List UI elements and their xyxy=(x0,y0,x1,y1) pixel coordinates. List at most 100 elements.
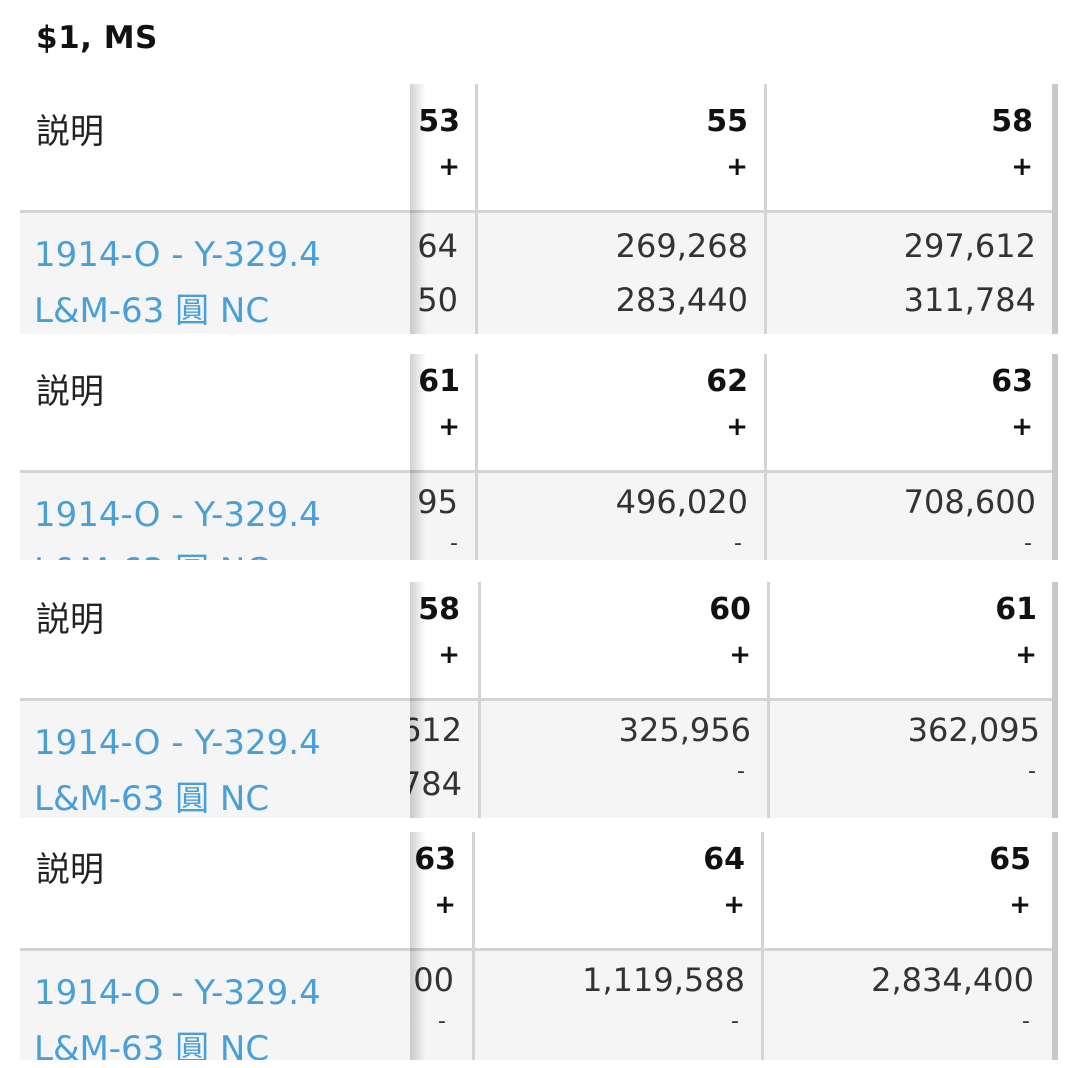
price-table-panel: 説明 63 + 64 + 65 + 1914-O - Y-329.4 L&M-6… xyxy=(20,832,1058,1060)
table-header-row: 説明 63 + 64 + 65 + xyxy=(20,832,1058,951)
table-row: 1914-O - Y-329.4 L&M-63 圓 NC 95 - 496,02… xyxy=(20,473,1058,560)
grade-plus-label: + xyxy=(726,412,748,442)
value-cell: 64 xyxy=(417,227,458,265)
grade-plus-label: + xyxy=(729,640,751,670)
grade-label: 60 xyxy=(709,592,751,627)
column-divider xyxy=(764,354,767,560)
empty-value-dash: - xyxy=(1024,531,1032,556)
grade-plus-label: + xyxy=(1011,152,1033,182)
partial-grade-column-header[interactable]: 53 + xyxy=(410,84,462,210)
empty-value-dash: - xyxy=(734,531,742,556)
grade-label: 58 xyxy=(991,104,1033,139)
value-cell: 612 xyxy=(410,711,462,749)
scroll-shadow xyxy=(410,582,426,818)
description-header: 説明 xyxy=(36,850,104,890)
description-header: 説明 xyxy=(36,372,104,412)
grade-column-header[interactable]: 65 + xyxy=(764,832,1055,948)
grade-label: 55 xyxy=(706,104,748,139)
value-cell: 269,268 xyxy=(615,227,748,265)
value-cell: 00 xyxy=(413,961,454,999)
table-header-row: 説明 53 + 55 + 58 + xyxy=(20,84,1058,213)
description-header: 説明 xyxy=(36,600,104,640)
horizontal-scroll-edge[interactable] xyxy=(1052,582,1058,818)
grade-label: 61 xyxy=(995,592,1037,627)
price-table-panel: 説明 58 + 60 + 61 + 1914-O - Y-329.4 L&M-6… xyxy=(20,582,1058,818)
description-header: 説明 xyxy=(36,112,104,152)
grade-label: 63 xyxy=(991,364,1033,399)
value-cell: 362,095 xyxy=(907,711,1040,749)
coin-link-line2[interactable]: L&M-63 圓 NC xyxy=(34,543,269,560)
partial-value-cell: 00 - xyxy=(410,951,456,1060)
grade-column-header[interactable]: 63 + xyxy=(767,354,1055,470)
value-cell: 2,834,400 xyxy=(871,961,1034,999)
grade-plus-label: + xyxy=(723,890,745,920)
partial-value-cell: 95 - xyxy=(410,473,460,560)
column-divider xyxy=(761,832,764,1060)
coin-link-line1[interactable]: 1914-O - Y-329.4 xyxy=(34,973,321,1013)
grade-plus-label: + xyxy=(726,152,748,182)
value-cell: 95 xyxy=(417,483,458,521)
column-divider xyxy=(472,832,475,1060)
price-table-panel: 説明 53 + 55 + 58 + 1914-O - Y-329.4 L&M-6… xyxy=(20,84,1058,334)
table-row: 1914-O - Y-329.4 L&M-63 圓 NC 00 - 1,119,… xyxy=(20,951,1058,1060)
page-title: $1, MS xyxy=(36,20,158,56)
column-divider xyxy=(764,84,767,334)
grade-label: 61 xyxy=(418,364,460,399)
value-cell: 708,600 xyxy=(903,483,1036,521)
empty-value-dash: - xyxy=(438,1009,446,1034)
grade-column-header[interactable]: 62 + xyxy=(478,354,764,470)
column-divider xyxy=(475,354,478,560)
value-cell: 784 xyxy=(410,765,462,803)
grade-plus-label: + xyxy=(1015,640,1037,670)
grade-column-header[interactable]: 61 + xyxy=(770,582,1055,698)
coin-link-line2[interactable]: L&M-63 圓 NC xyxy=(34,1029,270,1060)
grade-plus-label: + xyxy=(1011,412,1033,442)
horizontal-scroll-edge[interactable] xyxy=(1052,84,1058,334)
partial-value-cell: 612 784 xyxy=(410,701,464,818)
table-header-row: 説明 58 + 60 + 61 + xyxy=(20,582,1058,701)
grade-column-header[interactable]: 58 + xyxy=(767,84,1055,210)
horizontal-scroll-edge[interactable] xyxy=(1052,354,1058,560)
scroll-shadow xyxy=(410,832,426,1060)
grade-label: 65 xyxy=(989,842,1031,877)
partial-value-cell: 64 50 xyxy=(410,213,460,334)
grade-plus-label: + xyxy=(434,890,456,920)
scroll-shadow xyxy=(410,84,426,334)
empty-value-dash: - xyxy=(731,1009,739,1034)
value-cell: 325,956 xyxy=(618,711,751,749)
value-cell: 1,119,588 xyxy=(582,961,745,999)
grade-column-header[interactable]: 55 + xyxy=(478,84,764,210)
table-row: 1914-O - Y-329.4 L&M-63 圓 NC 612 784 325… xyxy=(20,701,1058,818)
price-table-panel: 説明 61 + 62 + 63 + 1914-O - Y-329.4 L&M-6… xyxy=(20,354,1058,560)
column-divider xyxy=(767,582,770,818)
coin-link-line1[interactable]: 1914-O - Y-329.4 xyxy=(34,495,321,535)
scroll-shadow xyxy=(410,354,426,560)
horizontal-scroll-edge[interactable] xyxy=(1052,832,1058,1060)
value-cell: 311,784 xyxy=(903,281,1036,319)
value-cell: 50 xyxy=(417,281,458,319)
empty-value-dash: - xyxy=(1028,759,1036,784)
grade-plus-label: + xyxy=(438,640,460,670)
partial-grade-column-header[interactable]: 58 + xyxy=(410,582,462,698)
grade-label: 62 xyxy=(706,364,748,399)
grade-plus-label: + xyxy=(438,152,460,182)
partial-grade-column-header[interactable]: 63 + xyxy=(410,832,458,948)
grade-label: 53 xyxy=(418,104,460,139)
grade-plus-label: + xyxy=(438,412,460,442)
grade-column-header[interactable]: 60 + xyxy=(481,582,767,698)
column-divider xyxy=(475,84,478,334)
coin-link-line1[interactable]: 1914-O - Y-329.4 xyxy=(34,723,321,763)
partial-grade-column-header[interactable]: 61 + xyxy=(410,354,462,470)
value-cell: 297,612 xyxy=(903,227,1036,265)
coin-link-line2[interactable]: L&M-63 圓 NC xyxy=(34,291,270,331)
table-header-row: 説明 61 + 62 + 63 + xyxy=(20,354,1058,473)
grade-label: 63 xyxy=(414,842,456,877)
empty-value-dash: - xyxy=(737,759,745,784)
grade-label: 64 xyxy=(703,842,745,877)
coin-link-line1[interactable]: 1914-O - Y-329.4 xyxy=(34,235,321,275)
grade-plus-label: + xyxy=(1009,890,1031,920)
empty-value-dash: - xyxy=(450,531,458,556)
coin-link-line2[interactable]: L&M-63 圓 NC xyxy=(34,779,270,818)
table-row: 1914-O - Y-329.4 L&M-63 圓 NC 64 50 269,2… xyxy=(20,213,1058,334)
grade-column-header[interactable]: 64 + xyxy=(475,832,761,948)
